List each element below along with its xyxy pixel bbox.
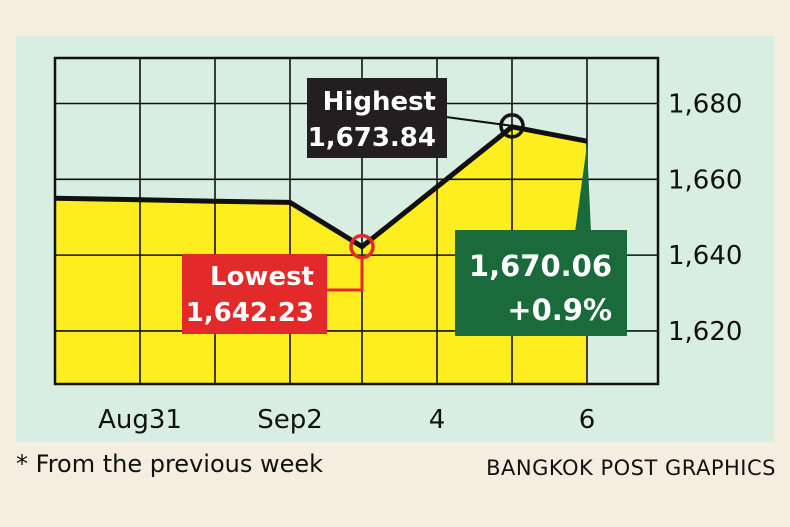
highest-title: Highest	[323, 87, 436, 117]
highest-value: 1,673.84	[308, 123, 436, 153]
y-tick-label: 1,660	[668, 165, 742, 195]
y-tick-label: 1,680	[668, 89, 742, 119]
graphics-credit: BANGKOK POST GRAPHICS	[486, 456, 776, 480]
last-pointer	[575, 145, 591, 232]
y-tick-label: 1,620	[668, 317, 742, 347]
index-line	[54, 124, 588, 250]
y-tick-label: 1,640	[668, 241, 742, 271]
lowest-value: 1,642.23	[186, 298, 314, 328]
plot-frame	[53, 56, 660, 386]
footnote: * From the previous week	[16, 450, 324, 478]
last-value: 1,670.06	[469, 249, 612, 283]
x-tick-label: Sep2	[257, 405, 323, 435]
lowest-leader	[327, 257, 364, 292]
x-tick-label: 4	[429, 405, 446, 435]
x-tick-label: 6	[579, 405, 596, 435]
last-box	[455, 230, 627, 336]
lowest-marker	[349, 233, 375, 260]
highest-marker	[499, 113, 525, 139]
last-change: +0.9%	[507, 293, 612, 327]
lowest-title: Lowest	[210, 262, 314, 292]
lowest-box	[182, 254, 327, 334]
x-tick-label: Aug31	[98, 405, 182, 435]
highest-box	[307, 78, 447, 158]
